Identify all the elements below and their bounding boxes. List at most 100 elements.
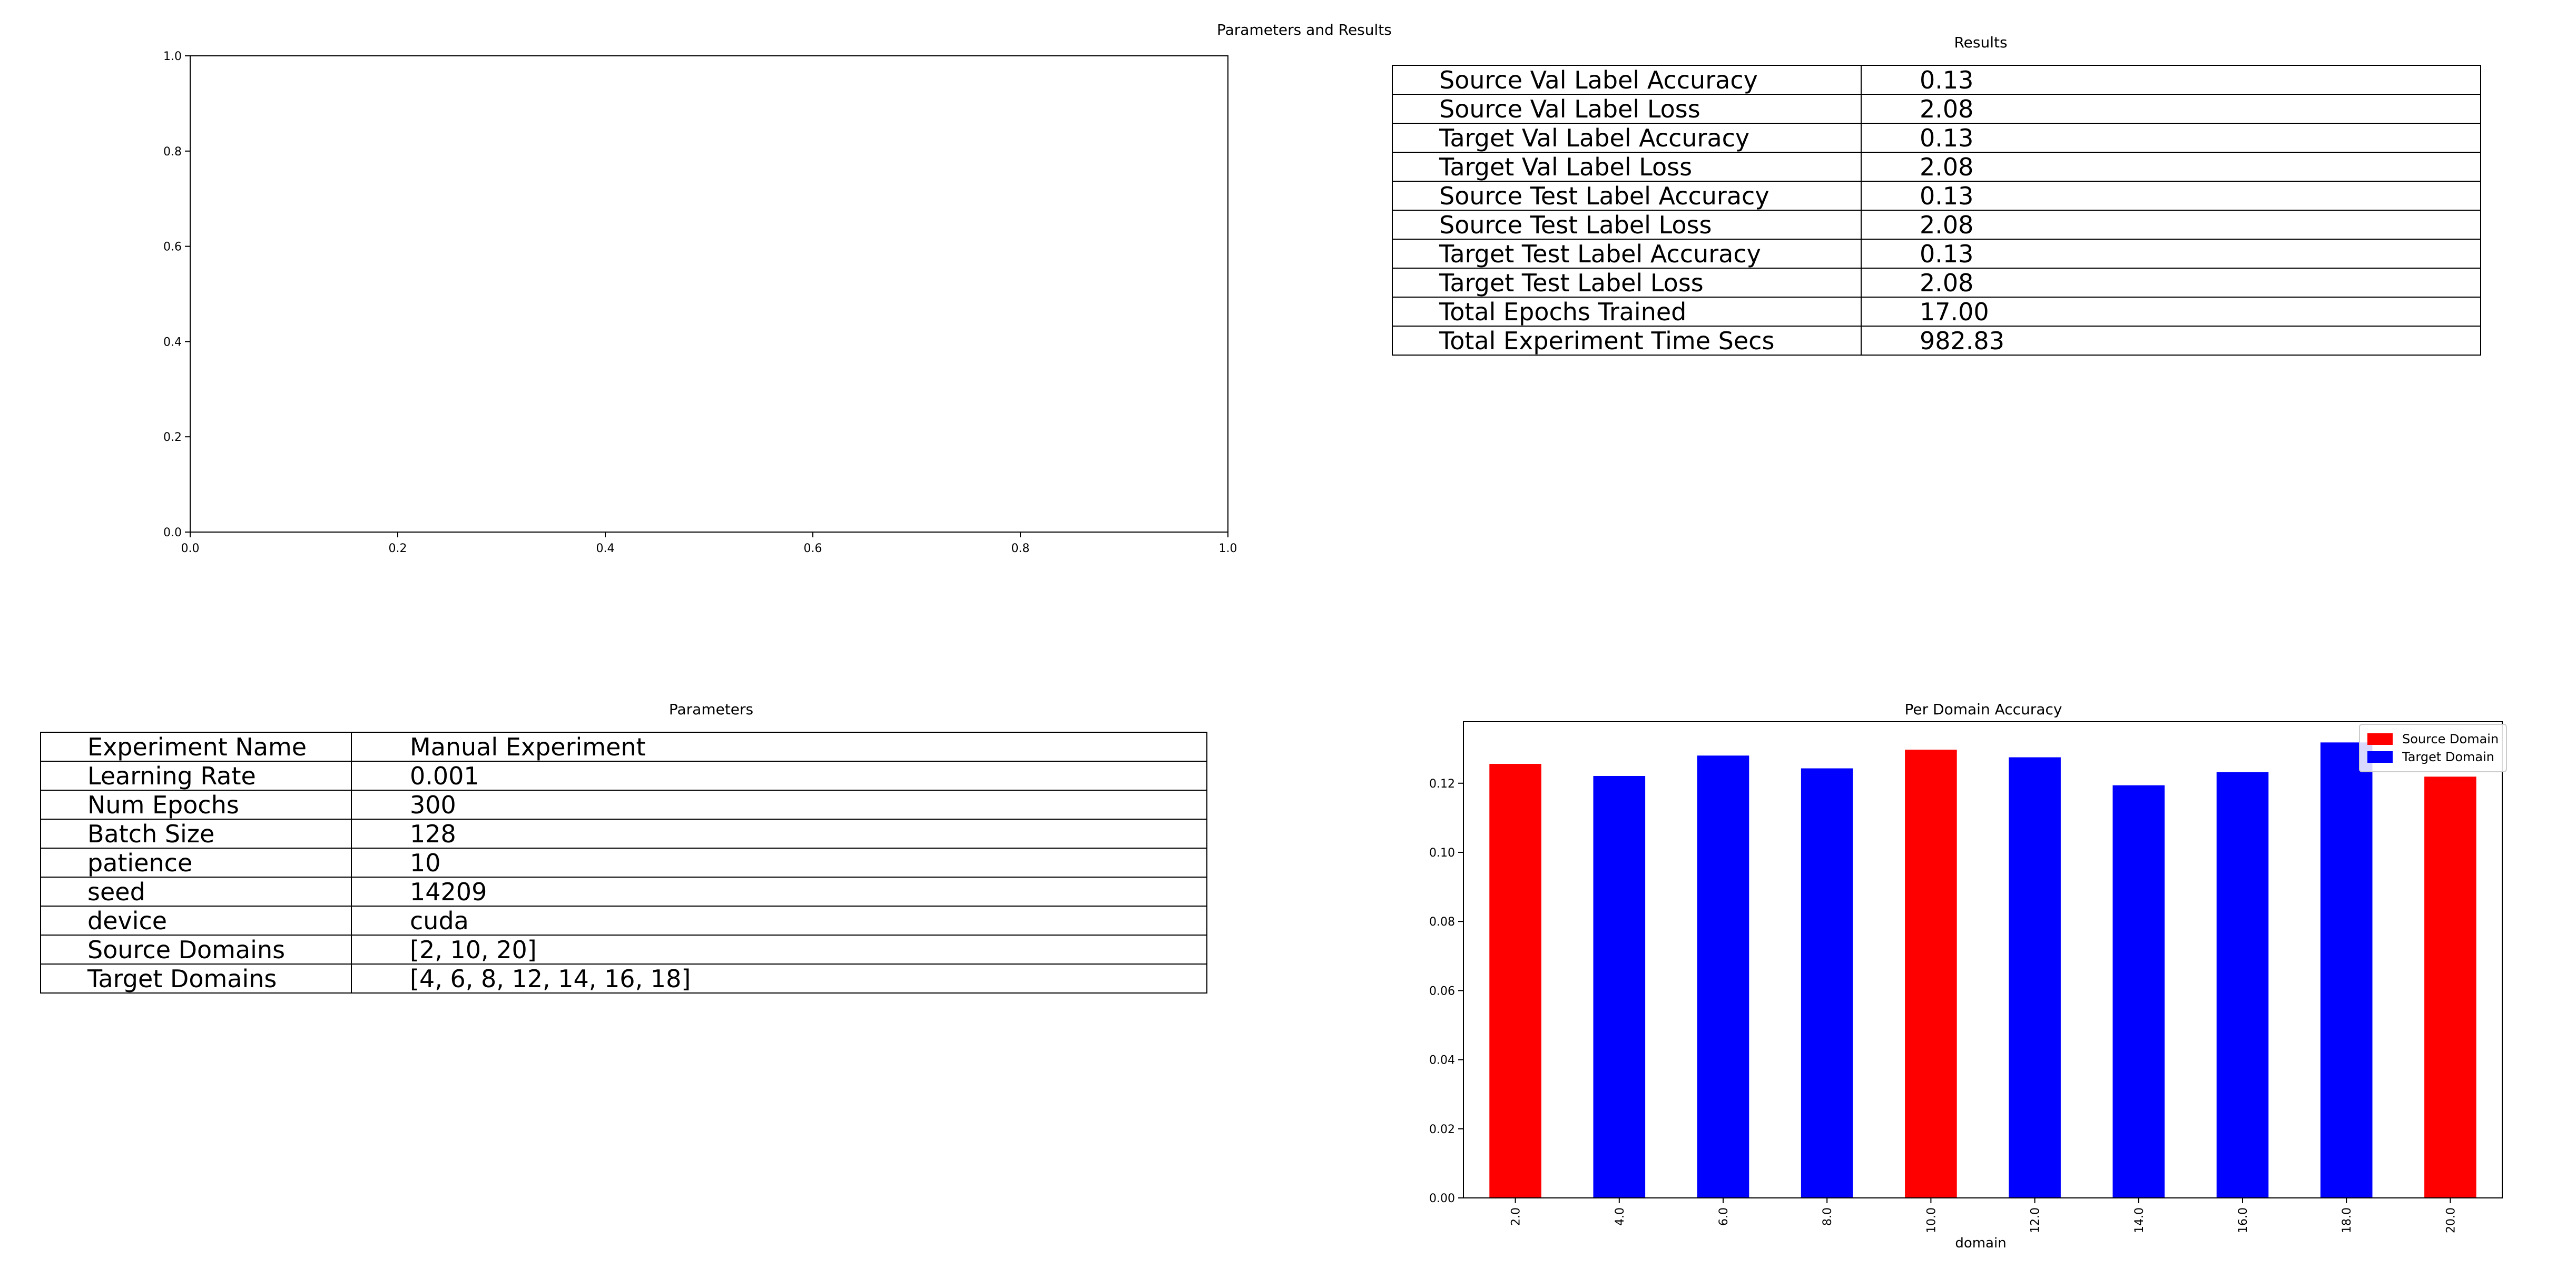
results-value: 0.13 [1861,65,2481,95]
results-value: 982.83 [1861,326,2481,356]
x-tick-label: 0.4 [596,542,615,555]
results-label: Target Val Label Accuracy [1392,123,1862,153]
legend-entry-target: Target Domain [2367,748,2499,766]
results-row: Total Experiment Time Secs 982.83 [1392,326,2481,356]
parameters-label: device [40,906,352,936]
parameters-value: [4, 6, 8, 12, 14, 16, 18] [351,963,1207,994]
x-tick-label: 18.0 [2341,1207,2354,1233]
figure-title: Parameters and Results [1217,21,1392,38]
parameters-value: 300 [351,790,1207,820]
parameters-value: 0.001 [351,761,1207,791]
empty-axes-frame [190,55,1228,533]
results-row: Target Test Label Loss 2.08 [1392,268,2481,298]
x-tick-label: 1.0 [1219,542,1237,555]
x-tick-label: 2.0 [1510,1207,1523,1226]
results-label: Source Test Label Accuracy [1392,181,1862,211]
parameters-value: 128 [351,819,1207,849]
results-value: 2.08 [1861,268,2481,298]
results-label: Source Test Label Loss [1392,210,1862,240]
results-value: 0.13 [1861,181,2481,211]
x-tick-label: 8.0 [1821,1207,1834,1226]
results-label: Total Epochs Trained [1392,297,1862,327]
y-tick-label: 0.0 [163,526,182,539]
parameters-row: Batch Size 128 [40,819,1207,849]
results-label: Total Experiment Time Secs [1392,326,1862,356]
x-tick-label: 0.0 [181,542,200,555]
parameters-table: Experiment Name Manual Experiment Learning… [40,732,1207,994]
results-row: Source Val Label Accuracy 0.13 [1392,65,2481,95]
results-table: Source Val Label Accuracy 0.13 Source Val … [1392,65,2481,356]
parameters-row: Learning Rate 0.001 [40,761,1207,791]
results-row: Source Test Label Accuracy 0.13 [1392,181,2481,211]
parameters-title: Parameters [668,701,754,718]
bar-18.0 [2320,742,2373,1198]
x-tick-label: 16.0 [2237,1207,2250,1233]
results-row: Target Val Label Accuracy 0.13 [1392,123,2481,153]
y-tick-label: 0.08 [1429,916,1455,929]
parameters-label: Experiment Name [40,732,352,762]
bar-20.0 [2424,776,2476,1198]
parameters-label: Num Epochs [40,790,352,820]
y-tick-label: 0.12 [1429,778,1455,791]
bar-chart-xlabel: domain [1955,1235,2007,1251]
parameters-row: patience 10 [40,848,1207,878]
parameters-label: Batch Size [40,819,352,849]
results-row: Target Val Label Loss 2.08 [1392,152,2481,182]
parameters-value: cuda [351,906,1207,936]
bar-16.0 [2216,772,2269,1198]
bar-8.0 [1801,768,1853,1198]
results-row: Source Val Label Loss 2.08 [1392,94,2481,124]
results-label: Target Val Label Loss [1392,152,1862,182]
y-tick-label: 0.2 [163,431,182,444]
x-tick-label: 0.2 [389,542,407,555]
x-tick-label: 0.6 [804,542,822,555]
results-row: Target Test Label Accuracy 0.13 [1392,239,2481,269]
results-value: 0.13 [1861,123,2481,153]
x-tick-label: 10.0 [1925,1207,1938,1233]
parameters-label: seed [40,877,352,907]
y-tick-label: 0.4 [163,336,182,349]
results-label: Source Val Label Accuracy [1392,65,1862,95]
y-tick-label: 0.6 [163,241,182,254]
parameters-row: device cuda [40,906,1207,936]
y-tick-label: 0.10 [1429,847,1455,860]
parameters-row: Experiment Name Manual Experiment [40,732,1207,762]
results-value: 2.08 [1861,152,2481,182]
parameters-label: Learning Rate [40,761,352,791]
y-tick-label: 0.8 [163,145,182,159]
empty-axes-plot: 0.0 0.2 0.4 0.6 0.8 1.0 0.0 0.2 0.4 0.6 0.8 1.0 [163,50,1237,555]
x-tick-label: 14.0 [2133,1207,2146,1233]
results-value: 0.13 [1861,239,2481,269]
y-tick-label: 0.00 [1429,1192,1455,1205]
bar-14.0 [2112,785,2165,1198]
results-label: Target Test Label Accuracy [1392,239,1862,269]
y-tick-label: 1.0 [163,50,182,63]
bar-10.0 [1905,750,1957,1198]
parameters-label: Source Domains [40,935,352,965]
parameters-row: Target Domains [4, 6, 8, 12, 14, 16, 18] [40,963,1207,994]
legend-swatch-source [2367,733,2393,745]
x-tick-label: 12.0 [2029,1207,2042,1233]
bar-chart-frame [1463,721,2503,1198]
y-tick-label: 0.04 [1429,1054,1455,1067]
parameters-label: Target Domains [40,963,352,994]
x-tick-label: 0.8 [1011,542,1030,555]
bar-chart-title: Per Domain Accuracy [1904,701,2062,718]
parameters-row: Source Domains [2, 10, 20] [40,935,1207,965]
x-tick-label: 6.0 [1717,1207,1731,1226]
y-tick-label: 0.02 [1429,1123,1455,1136]
results-title: Results [1954,34,2008,51]
x-tick-label: 4.0 [1614,1207,1627,1226]
legend-label-source: Source Domain [2402,732,2499,746]
parameters-value: 10 [351,848,1207,878]
y-tick-label: 0.06 [1429,985,1455,998]
bar-12.0 [2009,757,2061,1198]
legend-swatch-target [2367,751,2393,763]
bar-6.0 [1697,755,1749,1198]
parameters-label: patience [40,848,352,878]
results-label: Target Test Label Loss [1392,268,1862,298]
parameters-value: 14209 [351,877,1207,907]
bar-2.0 [1489,764,1541,1198]
results-row: Total Epochs Trained 17.00 [1392,297,2481,327]
results-value: 2.08 [1861,210,2481,240]
